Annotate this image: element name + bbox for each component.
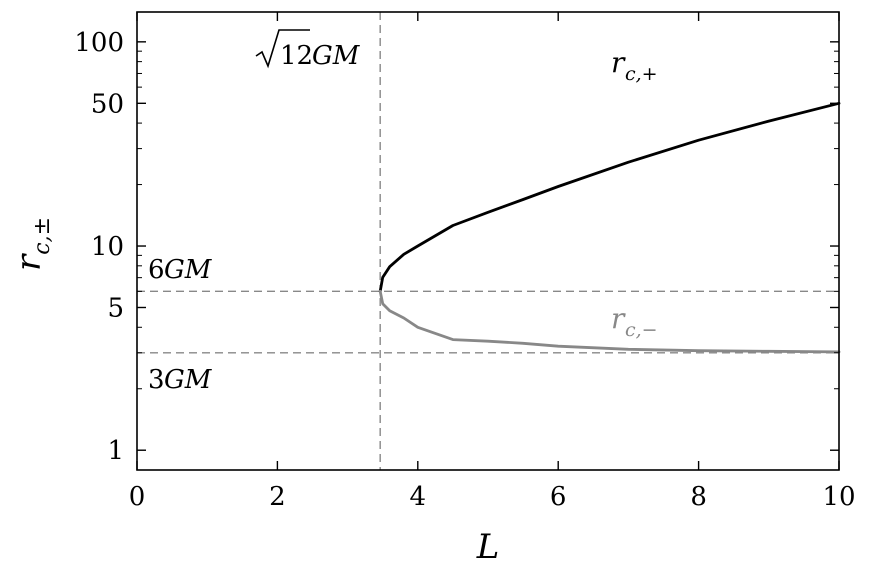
y-axis-label: rc,± (9, 217, 55, 271)
y-tick-label: 10 (91, 232, 124, 262)
svg-text:GM: GM (312, 41, 361, 71)
series-label-r-minus: r c,− (611, 302, 658, 341)
svg-text:GM: GM (164, 255, 213, 285)
ref-label-6gm: 6 GM (148, 255, 213, 285)
svg-text:r: r (611, 46, 626, 79)
svg-text:rc,±: rc,± (9, 217, 55, 271)
svg-text:c,+: c,+ (625, 63, 658, 85)
x-tick-label: 4 (410, 482, 427, 512)
curves (378, 101, 841, 354)
x-tick-label: 8 (690, 482, 707, 512)
svg-text:12: 12 (280, 41, 313, 71)
y-tick-label: 100 (74, 28, 124, 58)
y-tick-label: 5 (107, 293, 124, 323)
x-tick-label: 10 (822, 482, 855, 512)
x-axis-label: L (476, 527, 500, 567)
y-tick-label: 1 (107, 436, 124, 466)
ref-label-sqrt12gm: 12 GM (255, 29, 361, 71)
series-label-r-plus: r c,+ (611, 46, 658, 85)
sqrt-symbol (255, 29, 310, 69)
svg-text:6: 6 (148, 255, 165, 285)
plot-frame (136, 11, 840, 471)
reference-lines (137, 12, 839, 470)
y-axis-label-sub: c,± (30, 217, 55, 255)
x-tick-label: 6 (550, 482, 567, 512)
svg-text:r: r (611, 302, 626, 335)
series-line-0 (378, 101, 841, 293)
ticks: 0 2 4 6 8 10 100 50 10 5 1 (74, 12, 856, 512)
x-tick-label: 0 (129, 482, 146, 512)
y-axis-label-main: r (9, 253, 49, 271)
svg-text:GM: GM (164, 365, 213, 395)
y-tick-label: 50 (91, 89, 124, 119)
series-line-1 (378, 289, 841, 354)
svg-text:c,−: c,− (625, 319, 658, 341)
x-tick-label: 2 (269, 482, 286, 512)
svg-text:3: 3 (148, 365, 165, 395)
ref-label-3gm: 3 GM (148, 365, 213, 395)
